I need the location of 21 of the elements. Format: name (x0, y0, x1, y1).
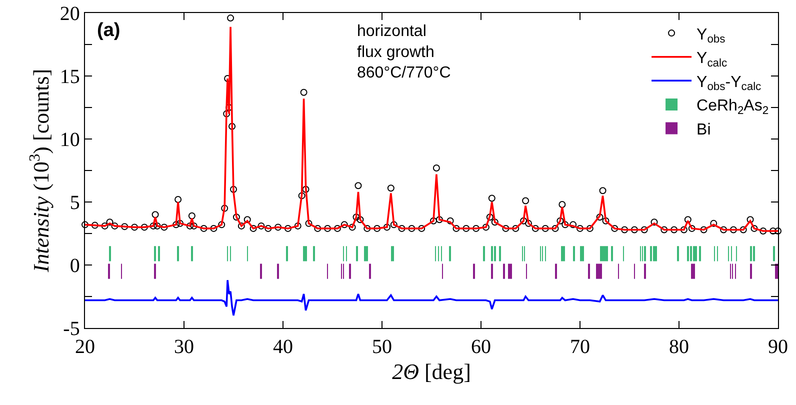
x-tick-label: 50 (372, 336, 392, 358)
annotation: (a) (97, 20, 120, 41)
y-tick-label: 15 (60, 66, 80, 88)
legend-label: CeRh$_{2}$As$_{2}$ (696, 98, 769, 118)
y-tick-label: 0 (70, 255, 80, 277)
legend-label: Bi (696, 121, 711, 138)
y-tick-label: -5 (63, 318, 80, 340)
x-tick-label: 60 (471, 336, 491, 358)
x-tick-label: 70 (570, 336, 590, 358)
x-axis-title: 2Θ [deg] (392, 359, 471, 384)
y-tick-label: 20 (60, 3, 80, 25)
y-tick-label: 5 (70, 192, 80, 214)
x-tick-label: 40 (273, 336, 293, 358)
y-tick-label: 10 (60, 129, 80, 151)
x-tick-label: 80 (669, 336, 689, 358)
x-tick-label: 30 (174, 336, 194, 358)
legend-label: Y$_{obs}$ (696, 26, 726, 46)
legend-label: Y$_{calc}$ (696, 50, 728, 70)
annotation: horizontal flux growth 860°C/770°C (357, 23, 451, 82)
legend-label: Y$_{obs}$-Y$_{calc}$ (696, 74, 762, 94)
x-tick-label: 90 (768, 336, 788, 358)
